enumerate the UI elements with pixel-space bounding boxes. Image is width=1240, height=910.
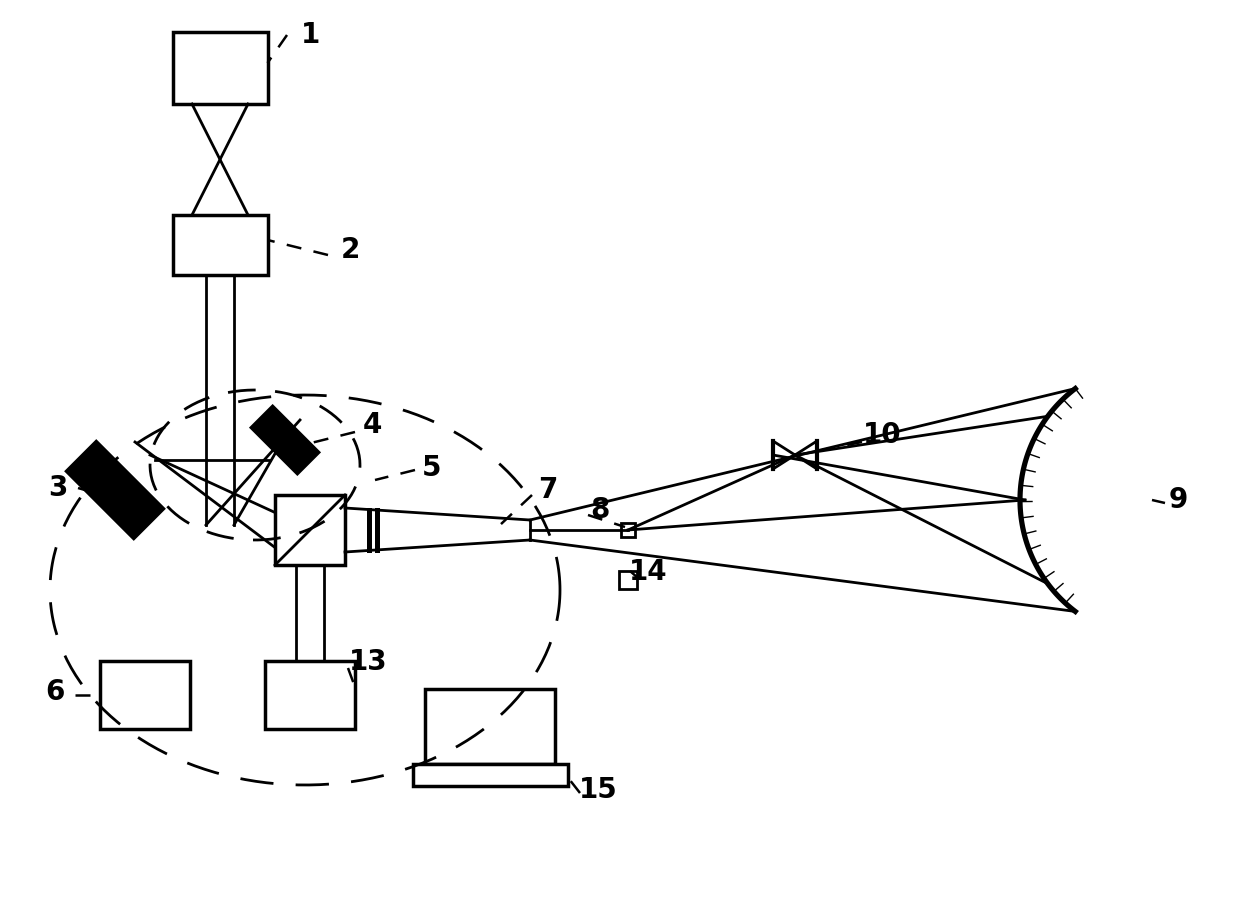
Text: 10: 10 — [863, 421, 901, 449]
Bar — [265, 661, 355, 729]
Bar — [172, 215, 268, 275]
Text: 1: 1 — [300, 21, 320, 49]
Text: 3: 3 — [48, 474, 68, 502]
Text: 5: 5 — [423, 454, 441, 482]
Text: 13: 13 — [348, 648, 387, 676]
Text: 4: 4 — [362, 411, 382, 439]
Bar — [275, 495, 345, 565]
Text: 6: 6 — [46, 678, 64, 706]
Text: 15: 15 — [579, 776, 618, 804]
Bar — [100, 661, 190, 729]
Bar — [67, 441, 164, 539]
Text: 7: 7 — [538, 476, 558, 504]
Text: 8: 8 — [590, 496, 610, 524]
Bar — [619, 571, 637, 589]
Text: 9: 9 — [1168, 486, 1188, 514]
Bar — [252, 407, 319, 473]
Text: 14: 14 — [629, 558, 667, 586]
Bar — [172, 32, 268, 104]
Bar — [425, 689, 556, 764]
Bar — [621, 523, 635, 537]
FancyBboxPatch shape — [413, 764, 568, 786]
Text: 2: 2 — [340, 236, 360, 264]
